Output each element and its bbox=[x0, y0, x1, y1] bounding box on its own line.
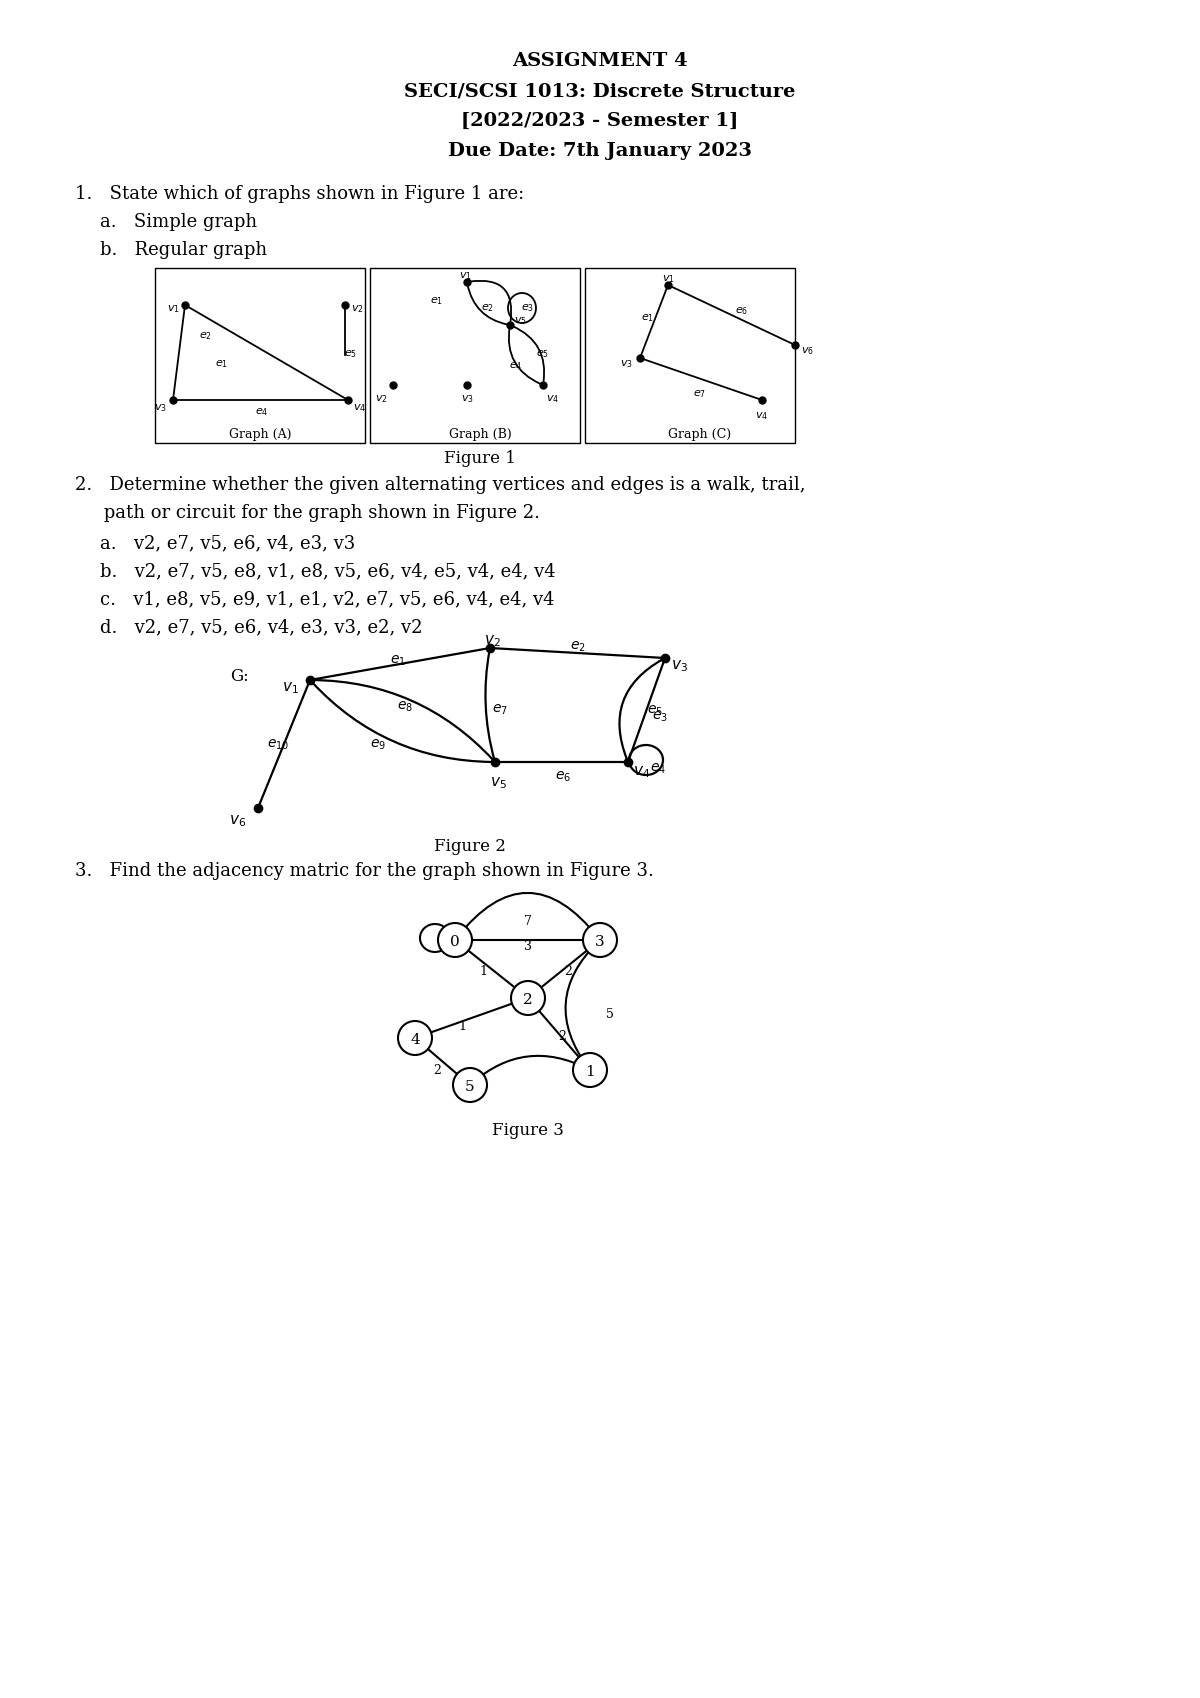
Text: Figure 2: Figure 2 bbox=[434, 839, 506, 856]
Text: $e_2$: $e_2$ bbox=[198, 329, 211, 341]
Circle shape bbox=[574, 1053, 607, 1087]
Text: Due Date: 7th January 2023: Due Date: 7th January 2023 bbox=[448, 143, 752, 160]
Bar bbox=[586, 268, 796, 443]
Text: $e_1$: $e_1$ bbox=[216, 358, 228, 370]
Text: $e_8$: $e_8$ bbox=[397, 700, 413, 715]
Text: $v_3$: $v_3$ bbox=[671, 659, 688, 674]
Circle shape bbox=[583, 924, 617, 958]
Text: $e_1$: $e_1$ bbox=[390, 654, 406, 669]
Text: Graph (B): Graph (B) bbox=[449, 428, 511, 441]
Text: ASSIGNMENT 4: ASSIGNMENT 4 bbox=[512, 53, 688, 70]
Text: Graph (C): Graph (C) bbox=[668, 428, 732, 441]
Text: SECI/SCSI 1013: Discrete Structure: SECI/SCSI 1013: Discrete Structure bbox=[404, 82, 796, 100]
Text: 3: 3 bbox=[524, 941, 532, 953]
Text: $e_2$: $e_2$ bbox=[570, 640, 586, 654]
Text: $e_7$: $e_7$ bbox=[492, 703, 508, 717]
Text: 0: 0 bbox=[450, 936, 460, 949]
Text: $v_3$: $v_3$ bbox=[461, 392, 474, 404]
Text: $v_4$: $v_4$ bbox=[354, 402, 366, 414]
Text: 2: 2 bbox=[433, 1065, 440, 1077]
Text: $e_7$: $e_7$ bbox=[694, 389, 707, 399]
Text: 1.   State which of graphs shown in Figure 1 are:: 1. State which of graphs shown in Figure… bbox=[74, 185, 524, 204]
Text: 2: 2 bbox=[523, 993, 533, 1007]
Text: 2: 2 bbox=[558, 1031, 566, 1043]
Text: $e_1$: $e_1$ bbox=[431, 295, 444, 307]
Text: $v_4$: $v_4$ bbox=[634, 764, 650, 779]
Text: 4: 4 bbox=[410, 1032, 420, 1048]
Text: 2: 2 bbox=[564, 964, 572, 978]
Text: $v_5$: $v_5$ bbox=[490, 774, 506, 791]
Circle shape bbox=[398, 1020, 432, 1054]
Circle shape bbox=[438, 924, 472, 958]
Circle shape bbox=[454, 1068, 487, 1102]
Text: $v_2$: $v_2$ bbox=[374, 392, 388, 404]
Bar bbox=[155, 268, 365, 443]
Text: b.   Regular graph: b. Regular graph bbox=[100, 241, 268, 260]
Text: a.   v2, e7, v5, e6, v4, e3, v3: a. v2, e7, v5, e6, v4, e3, v3 bbox=[100, 533, 355, 552]
Text: $e_2$: $e_2$ bbox=[480, 302, 493, 314]
Text: $v_1$: $v_1$ bbox=[458, 270, 472, 282]
Text: Figure 3: Figure 3 bbox=[492, 1122, 564, 1139]
Text: $v_1$: $v_1$ bbox=[282, 679, 299, 696]
Text: 1: 1 bbox=[479, 964, 487, 978]
Text: 1: 1 bbox=[458, 1020, 466, 1032]
Text: b.   v2, e7, v5, e8, v1, e8, v5, e6, v4, e5, v4, e4, v4: b. v2, e7, v5, e8, v1, e8, v5, e6, v4, e… bbox=[100, 562, 556, 581]
Text: $v_4$: $v_4$ bbox=[756, 409, 768, 421]
Text: $v_2$: $v_2$ bbox=[350, 302, 364, 314]
Text: $e_5$: $e_5$ bbox=[536, 348, 550, 360]
Text: $v_6$: $v_6$ bbox=[800, 345, 814, 357]
Text: path or circuit for the graph shown in Figure 2.: path or circuit for the graph shown in F… bbox=[74, 504, 540, 521]
Text: d.   v2, e7, v5, e6, v4, e3, v3, e2, v2: d. v2, e7, v5, e6, v4, e3, v3, e2, v2 bbox=[100, 618, 422, 637]
Text: 2.   Determine whether the given alternating vertices and edges is a walk, trail: 2. Determine whether the given alternati… bbox=[74, 475, 805, 494]
Text: $v_3$: $v_3$ bbox=[154, 402, 167, 414]
Text: 5: 5 bbox=[606, 1009, 614, 1020]
Circle shape bbox=[511, 981, 545, 1015]
Text: $e_4$: $e_4$ bbox=[650, 762, 666, 776]
Text: $e_5$: $e_5$ bbox=[647, 705, 662, 718]
Text: Figure 1: Figure 1 bbox=[444, 450, 516, 467]
Text: $v_3$: $v_3$ bbox=[619, 358, 632, 370]
Text: G:: G: bbox=[230, 667, 248, 684]
Text: 1: 1 bbox=[586, 1065, 595, 1078]
Text: $e_4$: $e_4$ bbox=[256, 406, 269, 418]
Text: c.   v1, e8, v5, e9, v1, e1, v2, e7, v5, e6, v4, e4, v4: c. v1, e8, v5, e9, v1, e1, v2, e7, v5, e… bbox=[100, 589, 554, 608]
Text: 3.   Find the adjacency matric for the graph shown in Figure 3.: 3. Find the adjacency matric for the gra… bbox=[74, 863, 654, 880]
Text: 3: 3 bbox=[595, 936, 605, 949]
Text: $e_3$: $e_3$ bbox=[652, 710, 668, 725]
Text: $v_5$: $v_5$ bbox=[514, 316, 527, 326]
Text: $v_1$: $v_1$ bbox=[661, 273, 674, 285]
Text: $v_2$: $v_2$ bbox=[484, 633, 500, 649]
Text: $e_6$: $e_6$ bbox=[736, 306, 749, 318]
Text: $v_4$: $v_4$ bbox=[546, 392, 559, 404]
Text: $e_1$: $e_1$ bbox=[642, 312, 654, 324]
Text: $e_6$: $e_6$ bbox=[554, 769, 571, 784]
Text: $v_1$: $v_1$ bbox=[167, 302, 180, 314]
Text: [2022/2023 - Semester 1]: [2022/2023 - Semester 1] bbox=[461, 112, 739, 131]
Text: Graph (A): Graph (A) bbox=[229, 428, 292, 441]
Text: 5: 5 bbox=[466, 1080, 475, 1094]
Text: $e_{10}$: $e_{10}$ bbox=[266, 739, 289, 752]
Text: $e_9$: $e_9$ bbox=[370, 739, 386, 752]
Text: 7: 7 bbox=[524, 915, 532, 929]
Text: $e_5$: $e_5$ bbox=[344, 348, 358, 360]
Text: a.   Simple graph: a. Simple graph bbox=[100, 212, 257, 231]
Text: $e_4$: $e_4$ bbox=[509, 360, 523, 372]
Text: $v_6$: $v_6$ bbox=[229, 813, 246, 829]
Bar bbox=[370, 268, 580, 443]
Text: $e_3$: $e_3$ bbox=[522, 302, 534, 314]
